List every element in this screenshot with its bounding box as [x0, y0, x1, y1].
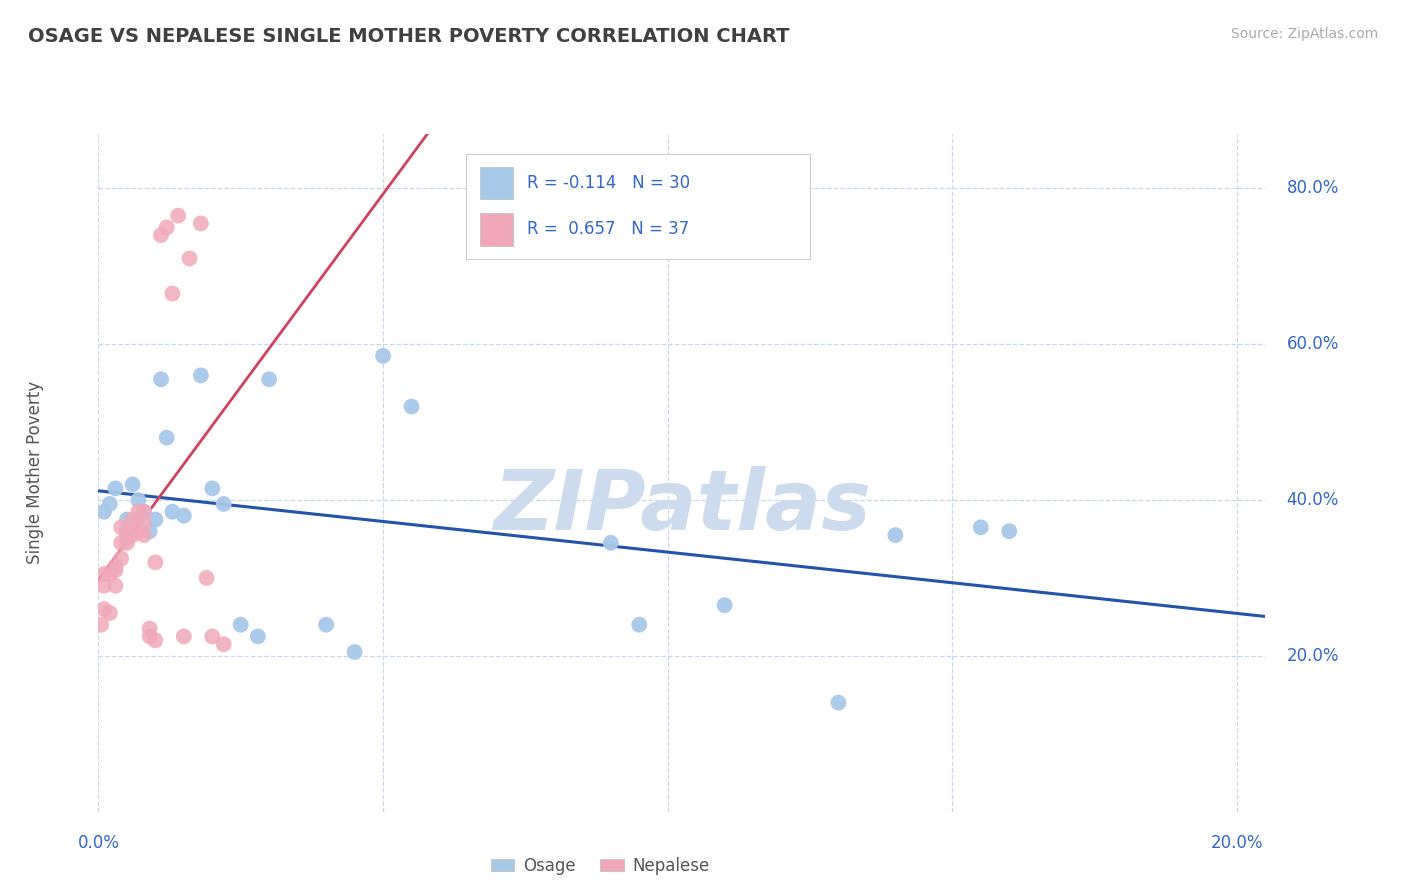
Point	[138, 622, 160, 636]
Point	[173, 629, 195, 643]
Point	[121, 477, 143, 491]
Point	[190, 216, 212, 230]
Point	[150, 372, 173, 386]
FancyBboxPatch shape	[479, 167, 513, 199]
Point	[121, 528, 143, 542]
Point	[127, 493, 149, 508]
Point	[93, 579, 115, 593]
Text: 0.0%: 0.0%	[77, 834, 120, 852]
Point	[104, 579, 127, 593]
Point	[179, 252, 201, 266]
Point	[827, 696, 849, 710]
Text: R = -0.114   N = 30: R = -0.114 N = 30	[527, 174, 690, 192]
Text: Source: ZipAtlas.com: Source: ZipAtlas.com	[1230, 27, 1378, 41]
Point	[98, 497, 121, 511]
Text: 20.0%: 20.0%	[1286, 647, 1339, 665]
Point	[132, 505, 155, 519]
Point	[156, 220, 179, 235]
Legend: Osage, Nepalese: Osage, Nepalese	[485, 850, 716, 881]
Point	[138, 629, 160, 643]
Point	[884, 528, 907, 542]
Point	[229, 617, 252, 632]
Point	[115, 512, 138, 526]
Point	[401, 400, 423, 414]
Point	[104, 563, 127, 577]
Point	[93, 567, 115, 582]
Point	[93, 602, 115, 616]
Point	[156, 431, 179, 445]
Point	[201, 481, 224, 495]
Point	[599, 536, 621, 550]
Point	[132, 516, 155, 531]
Point	[212, 497, 235, 511]
Point	[257, 372, 280, 386]
Point	[115, 524, 138, 539]
Point	[93, 505, 115, 519]
Point	[150, 228, 173, 243]
FancyBboxPatch shape	[479, 213, 513, 245]
Text: 40.0%: 40.0%	[1286, 491, 1339, 509]
Point	[132, 505, 155, 519]
Point	[162, 505, 184, 519]
Point	[138, 524, 160, 539]
Text: 80.0%: 80.0%	[1286, 179, 1339, 197]
Point	[115, 536, 138, 550]
Point	[115, 532, 138, 546]
Point	[167, 209, 190, 223]
Point	[246, 629, 269, 643]
Text: OSAGE VS NEPALESE SINGLE MOTHER POVERTY CORRELATION CHART: OSAGE VS NEPALESE SINGLE MOTHER POVERTY …	[28, 27, 790, 45]
Point	[201, 629, 224, 643]
Point	[90, 617, 112, 632]
Text: 60.0%: 60.0%	[1286, 335, 1339, 353]
Point	[998, 524, 1021, 539]
Point	[343, 645, 366, 659]
Point	[110, 536, 132, 550]
Text: ZIPatlas: ZIPatlas	[494, 467, 870, 547]
Point	[713, 599, 735, 613]
Point	[628, 617, 651, 632]
Text: Single Mother Poverty: Single Mother Poverty	[27, 381, 44, 565]
Point	[970, 520, 993, 534]
Point	[143, 555, 166, 569]
Point	[143, 633, 166, 648]
Point	[195, 571, 218, 585]
Point	[104, 481, 127, 495]
Point	[98, 606, 121, 620]
Point	[173, 508, 195, 523]
Text: R =  0.657   N = 37: R = 0.657 N = 37	[527, 220, 689, 238]
Point	[162, 286, 184, 301]
Point	[132, 528, 155, 542]
Point	[104, 559, 127, 574]
Point	[371, 349, 394, 363]
Point	[98, 567, 121, 582]
Point	[127, 512, 149, 526]
Point	[143, 512, 166, 526]
FancyBboxPatch shape	[465, 154, 810, 260]
Point	[127, 505, 149, 519]
Point	[212, 637, 235, 651]
Text: 20.0%: 20.0%	[1211, 834, 1263, 852]
Point	[110, 551, 132, 566]
Point	[190, 368, 212, 383]
Point	[127, 524, 149, 539]
Point	[110, 520, 132, 534]
Point	[121, 512, 143, 526]
Point	[315, 617, 337, 632]
